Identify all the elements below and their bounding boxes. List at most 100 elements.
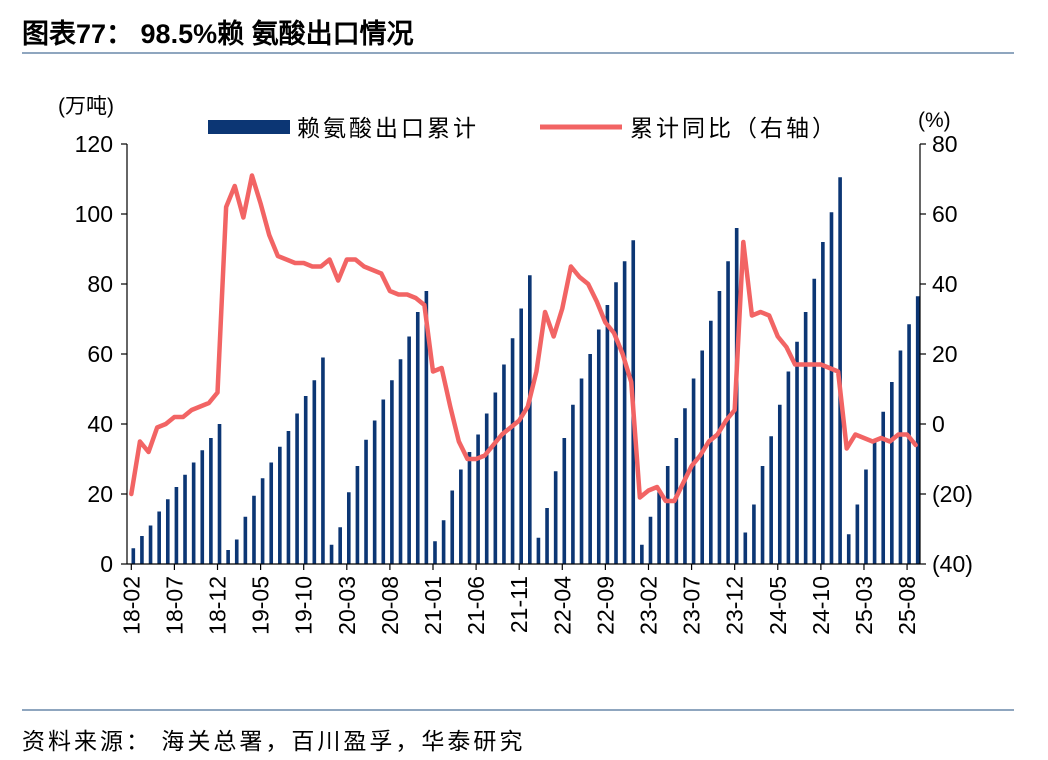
source-note: 资料来源： 海关总署，百川盈孚，华泰研究 xyxy=(22,728,526,754)
x-tick-label-22-09: 22-09 xyxy=(592,576,618,635)
bar-23-02 xyxy=(648,516,653,564)
bar-20-01 xyxy=(329,544,334,564)
bar-24-11 xyxy=(829,212,834,564)
bar-24-03 xyxy=(760,466,765,564)
bar-19-03 xyxy=(243,516,248,564)
left-tick-label-120: 120 xyxy=(75,131,113,157)
x-tick-label-23-02: 23-02 xyxy=(636,576,662,635)
bar-19-04 xyxy=(252,495,256,564)
bar-21-02 xyxy=(441,520,446,564)
x-tick-label-23-07: 23-07 xyxy=(679,576,705,635)
x-axis-labels: 18-02 18-07 18-12 19-05 19-10 20-03 20-08 21-01… xyxy=(118,576,920,635)
bar-21-12 xyxy=(528,275,532,564)
bar-24-04 xyxy=(769,436,773,564)
left-tick-label-40: 40 xyxy=(87,411,113,437)
bar-20-10 xyxy=(407,336,411,564)
x-tick-label-23-12: 23-12 xyxy=(722,576,748,635)
bar-25-08 xyxy=(907,324,911,564)
x-tick-label-20-08: 20-08 xyxy=(377,576,403,635)
x-tick-label-21-11: 21-11 xyxy=(506,576,532,633)
bar-24-08 xyxy=(803,312,808,564)
bar-23-08 xyxy=(700,350,705,564)
bar-22-09 xyxy=(605,305,610,564)
x-tick-label-24-10: 24-10 xyxy=(808,576,834,635)
line-series xyxy=(129,173,918,504)
bar-22-10 xyxy=(614,282,618,564)
right-tick-label-60: 60 xyxy=(932,201,958,227)
top-divider xyxy=(22,52,1014,54)
bar-22-08 xyxy=(596,329,601,564)
left-tick-label-60: 60 xyxy=(87,341,113,367)
bar-23-07 xyxy=(691,378,696,564)
bar-25-04 xyxy=(872,441,877,564)
bar-18-09 xyxy=(191,462,196,564)
bar-19-10 xyxy=(303,396,308,564)
x-tick-label-18-07: 18-07 xyxy=(161,576,187,635)
x-tick-label-24-05: 24-05 xyxy=(765,576,791,635)
bar-24-02 xyxy=(752,504,756,564)
bar-25-07 xyxy=(898,350,903,564)
bottom-divider xyxy=(22,709,1014,711)
bar-24-05 xyxy=(777,404,782,564)
x-tick-label-20-03: 20-03 xyxy=(334,576,360,635)
bar-25-03 xyxy=(864,469,868,564)
bar-22-07 xyxy=(588,354,592,564)
x-tick-label-22-04: 22-04 xyxy=(549,576,575,635)
bar-21-05 xyxy=(467,452,472,564)
bar-20-02 xyxy=(338,527,342,564)
bar-19-09 xyxy=(295,413,299,564)
x-tick-label-18-02: 18-02 xyxy=(118,576,144,635)
x-tick-label-21-01: 21-01 xyxy=(420,576,446,635)
bar-22-02 xyxy=(545,508,549,564)
yoy-line xyxy=(129,173,918,504)
right-tick-label-(20): (20) xyxy=(932,481,973,507)
bar-19-05 xyxy=(260,478,265,564)
bar-20-12 xyxy=(424,291,429,564)
legend: 赖氨酸出口累计 累计同比（右轴） xyxy=(208,115,838,141)
bar-19-12 xyxy=(321,357,325,564)
bar-22-04 xyxy=(562,438,567,564)
bar-21-11 xyxy=(519,308,523,564)
bar-21-06 xyxy=(476,434,480,564)
legend-line-label: 累计同比（右轴） xyxy=(630,115,838,141)
left-tick-label-80: 80 xyxy=(87,271,113,297)
bar-18-02 xyxy=(131,548,136,564)
legend-bar-swatch xyxy=(208,120,290,134)
x-tick-label-25-03: 25-03 xyxy=(851,576,877,635)
bar-24-06 xyxy=(786,371,791,564)
x-tick-label-18-12: 18-12 xyxy=(205,576,231,635)
right-tick-label-20: 20 xyxy=(932,341,958,367)
bar-19-02 xyxy=(234,539,239,564)
left-tick-label-100: 100 xyxy=(75,201,113,227)
chart-title: 图表77： 98.5%赖 氨酸出口情况 xyxy=(22,19,414,49)
bar-19-06 xyxy=(269,462,274,564)
bar-18-12 xyxy=(217,424,222,564)
x-tick-label-21-06: 21-06 xyxy=(463,576,489,635)
legend-bar-label: 赖氨酸出口累计 xyxy=(297,115,479,141)
bar-21-07 xyxy=(484,413,489,564)
bar-18-06 xyxy=(165,499,170,564)
bar-21-01 xyxy=(433,541,437,564)
bar-21-10 xyxy=(510,338,515,564)
right-tick-label-0: 0 xyxy=(932,411,945,437)
bar-23-03 xyxy=(657,492,661,564)
bar-20-08 xyxy=(390,380,394,564)
bar-20-04 xyxy=(355,466,360,564)
axes: 0 20 40 60 80 100 120 (40) (20) 0 20 40 60 80 xyxy=(75,131,973,577)
left-axis-unit: (万吨) xyxy=(58,95,114,118)
bar-18-07 xyxy=(174,487,179,564)
bar-24-07 xyxy=(795,341,799,564)
bar-18-05 xyxy=(157,511,161,564)
bar-25-01 xyxy=(846,534,851,564)
x-tick-label-19-10: 19-10 xyxy=(291,576,317,635)
bar-20-03 xyxy=(346,492,351,564)
bar-25-06 xyxy=(890,382,894,564)
bar-19-01 xyxy=(226,550,230,564)
bar-18-04 xyxy=(148,525,153,564)
bar-18-08 xyxy=(183,474,187,564)
bar-19-07 xyxy=(278,446,282,564)
right-tick-label-40: 40 xyxy=(932,271,958,297)
bar-21-09 xyxy=(502,364,506,564)
bar-23-04 xyxy=(665,466,670,564)
bar-22-01 xyxy=(536,537,541,564)
